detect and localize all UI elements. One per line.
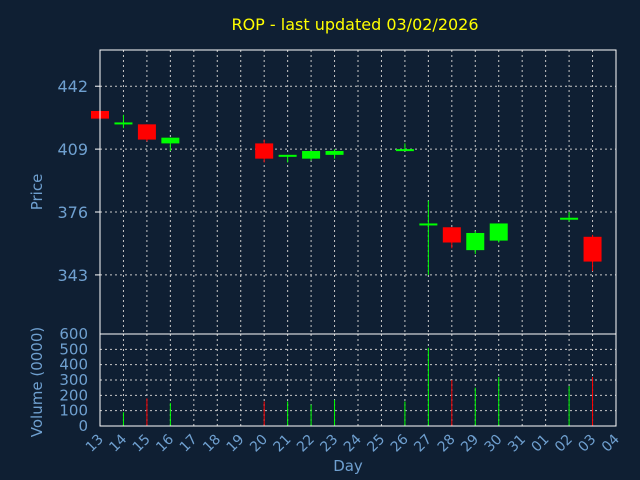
x-tick-label: 02 [552,432,576,456]
x-tick-labels: 13 14 15 16 17 18 19 20 21 22 23 24 25 26 27 28 29 30 31 01… [83,431,623,455]
x-tick-label: 31 [505,432,529,456]
candles [91,110,602,275]
price-axis-label: Price [28,174,46,211]
x-tick-label: 20 [247,432,271,456]
volume-tick-label: 400 [59,356,88,374]
x-tick-label: 28 [435,432,459,456]
x-tick-label: 14 [106,431,130,455]
x-tick-label: 24 [341,431,365,455]
volume-tick-label: 200 [59,386,88,404]
volume-grid [100,334,616,426]
candle-body [395,149,414,152]
candle-body [489,223,508,241]
x-tick-label: 27 [411,432,435,456]
volume-tick-label: 300 [59,371,88,389]
x-tick-label: 16 [153,431,177,455]
candle-body [114,122,133,125]
candle-body [302,151,321,159]
x-tick-label: 21 [271,432,295,456]
volume-tick-label: 600 [59,325,88,343]
x-tick-label: 30 [482,432,506,456]
price-grid [95,50,616,334]
x-tick-label: 17 [177,432,201,456]
candle-body [278,154,297,157]
price-tick-label: 409 [57,140,88,159]
candle-body [560,217,579,220]
x-tick-label: 29 [458,432,482,456]
volume-bars [122,347,594,426]
price-tick-label: 343 [57,266,88,285]
candle-body [325,151,344,155]
x-tick-label: 04 [599,431,623,455]
candle-body [137,124,156,140]
x-tick-label: 25 [364,432,388,456]
x-tick-label: 23 [317,432,341,456]
price-tick-labels: 343 376 409 442 [57,77,88,285]
price-tick-label: 376 [57,203,88,222]
x-tick-label: 15 [130,432,154,456]
candle-body [255,143,274,159]
x-tick-label: 18 [200,432,224,456]
candle-body [161,137,180,144]
volume-panel-frame [99,333,617,427]
x-tick-label: 01 [529,432,553,456]
x-tick-label: 03 [575,432,599,456]
candle-body [419,223,438,226]
x-tick-label: 13 [83,432,107,456]
volume-tick-label: 500 [59,340,88,358]
chart-title: ROP - last updated 03/02/2026 [231,15,478,34]
volume-tick-label: 100 [59,402,88,420]
candle-body [583,236,602,262]
candle-body [442,227,461,243]
volume-axis-label: Volume (0000) [28,327,46,437]
x-tick-label: 26 [388,431,412,455]
x-axis-label: Day [333,457,363,475]
x-tick-label: 22 [294,432,318,456]
volume-tick-label: 0 [78,417,88,435]
candle-body [466,232,485,251]
price-tick-label: 442 [57,77,88,96]
x-tick-label: 19 [224,432,248,456]
